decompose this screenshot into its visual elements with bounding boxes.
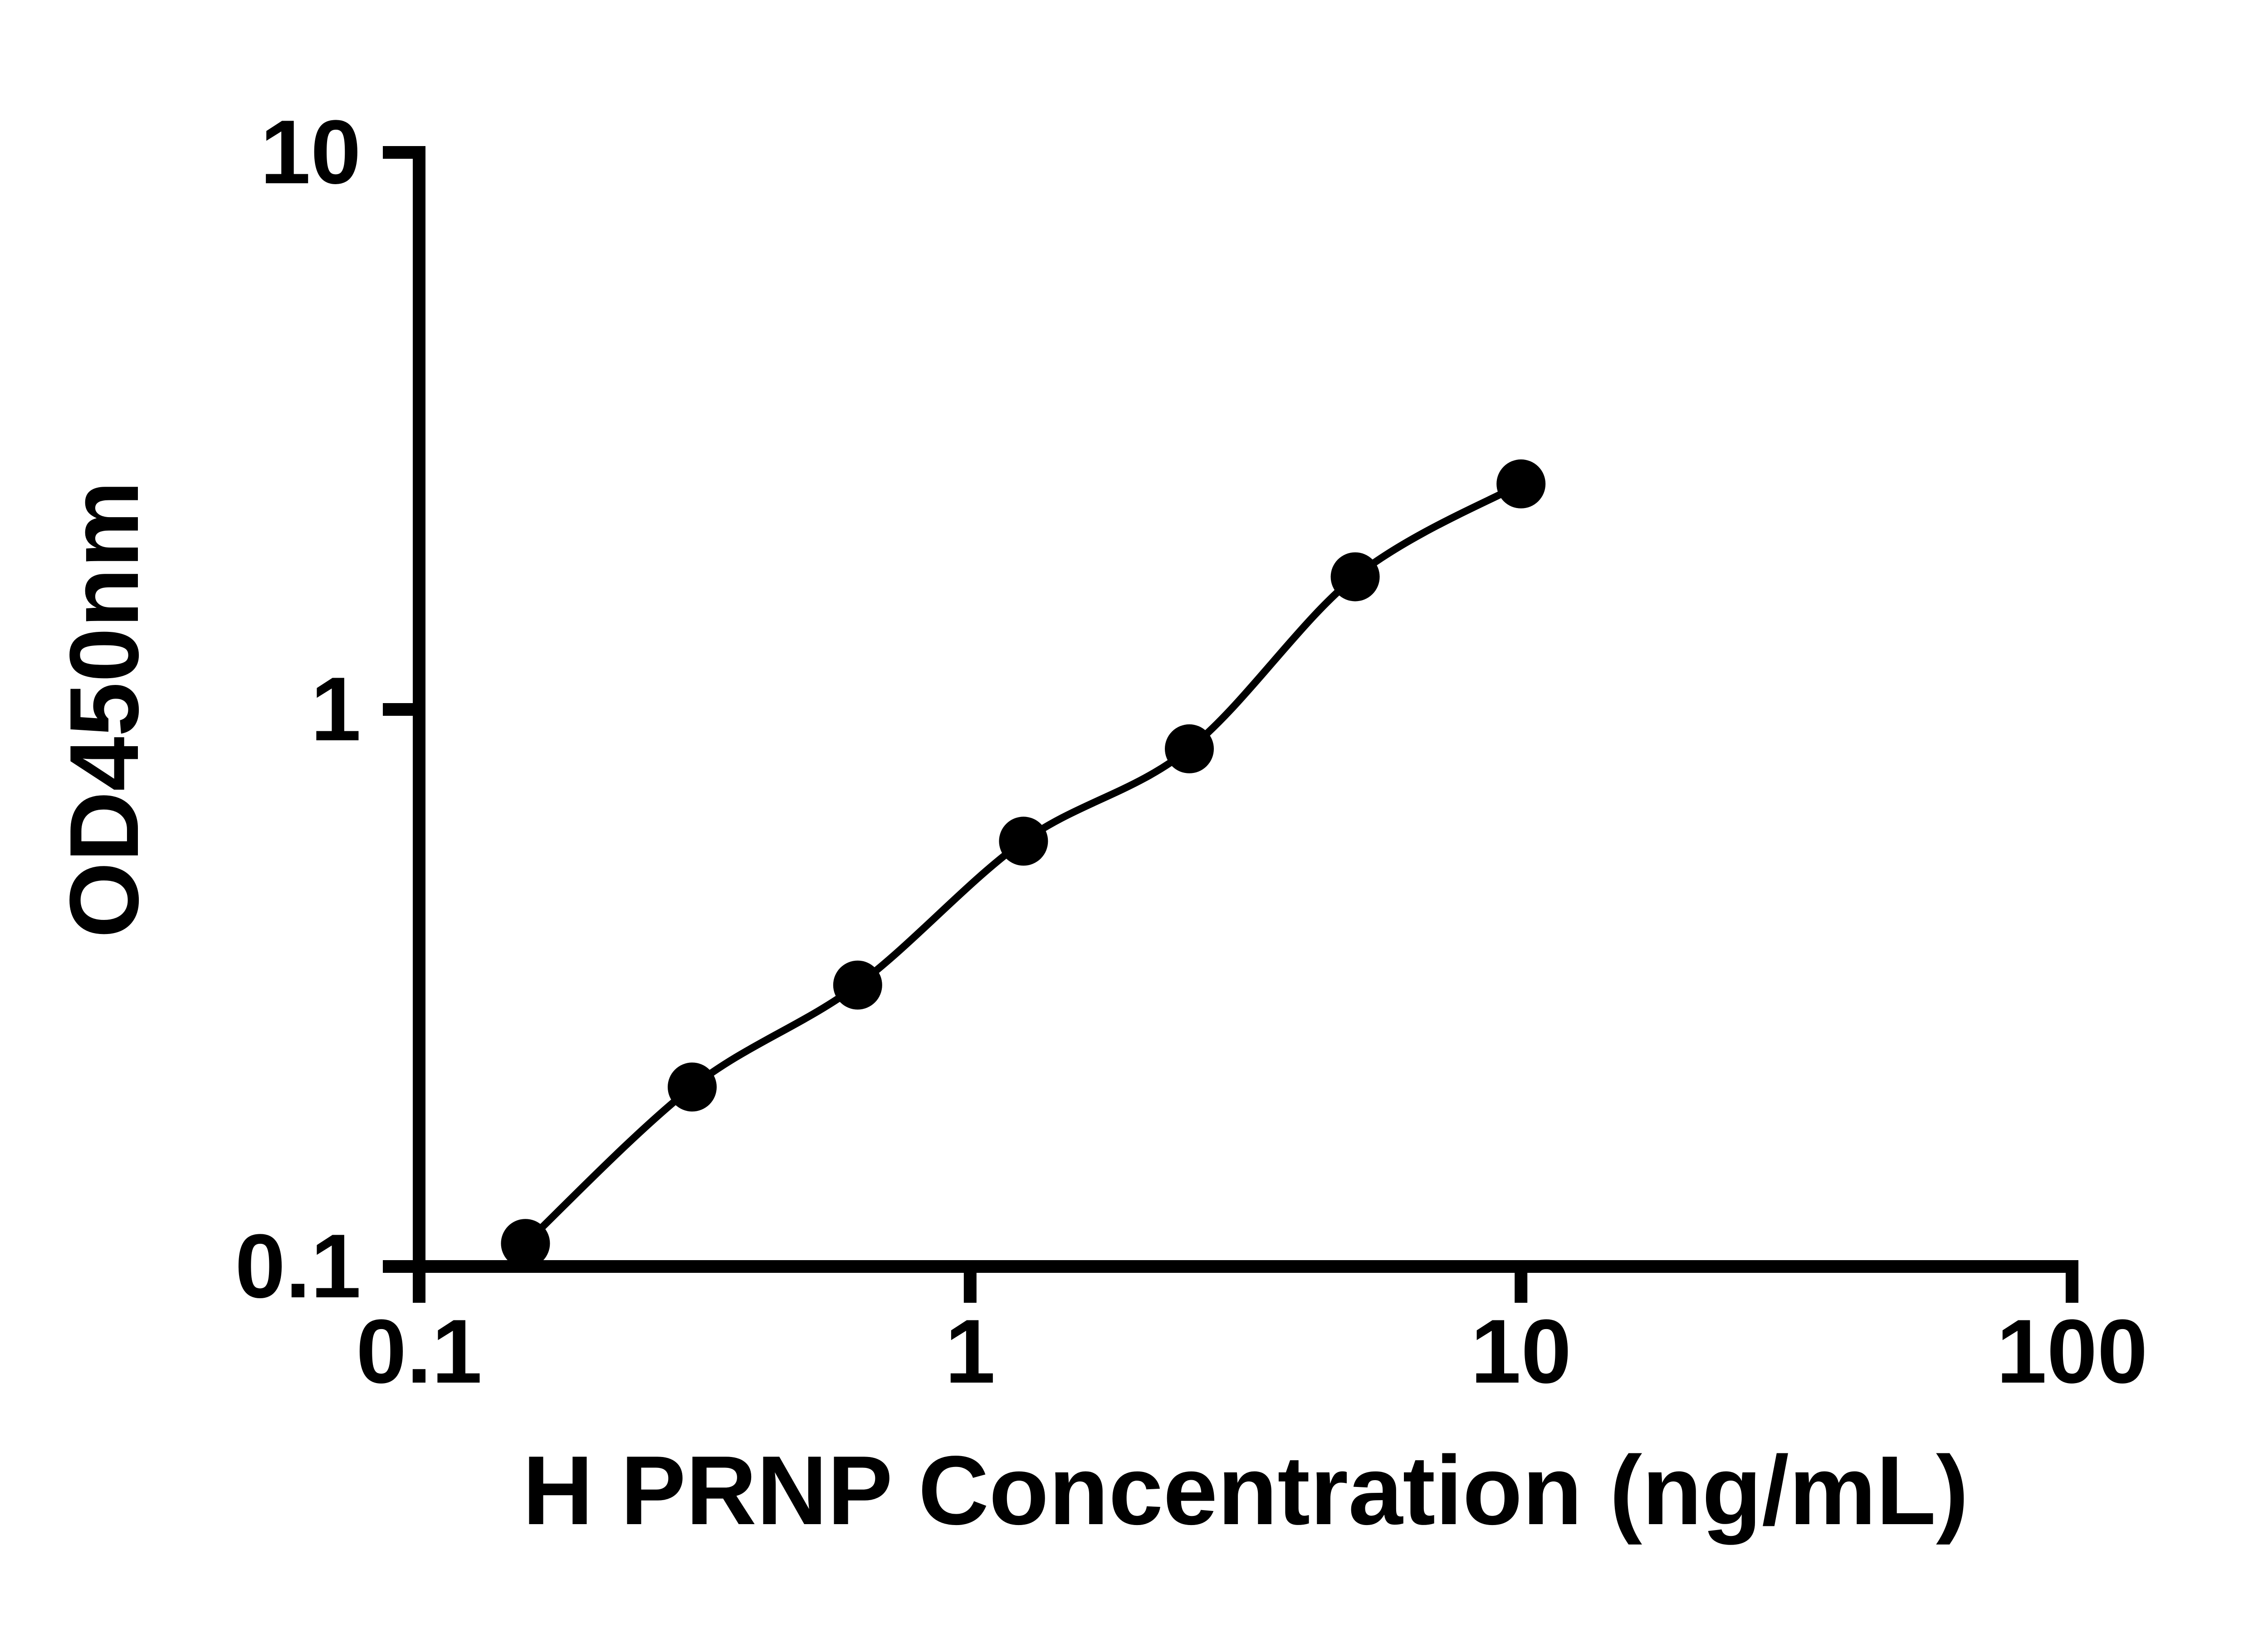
data-point	[1165, 724, 1214, 773]
x-tick-label: 0.1	[356, 1301, 482, 1402]
y-tick-label: 10	[260, 102, 361, 203]
x-tick-label: 100	[1996, 1301, 2148, 1402]
data-point	[1330, 552, 1380, 601]
y-tick-label: 1	[311, 659, 361, 760]
data-point	[668, 1062, 717, 1112]
y-axis-title: OD450nm	[49, 481, 159, 938]
x-tick-label: 10	[1471, 1301, 1571, 1402]
x-axis-title: H PRNP Concentration (ng/mL)	[523, 1435, 1969, 1545]
axis-lines	[413, 146, 2078, 1273]
data-point	[999, 816, 1048, 866]
data-point	[833, 960, 882, 1010]
data-point	[1496, 459, 1546, 508]
x-tick-label: 1	[945, 1301, 995, 1402]
y-tick-label: 0.1	[235, 1216, 361, 1317]
data-point	[501, 1219, 550, 1268]
